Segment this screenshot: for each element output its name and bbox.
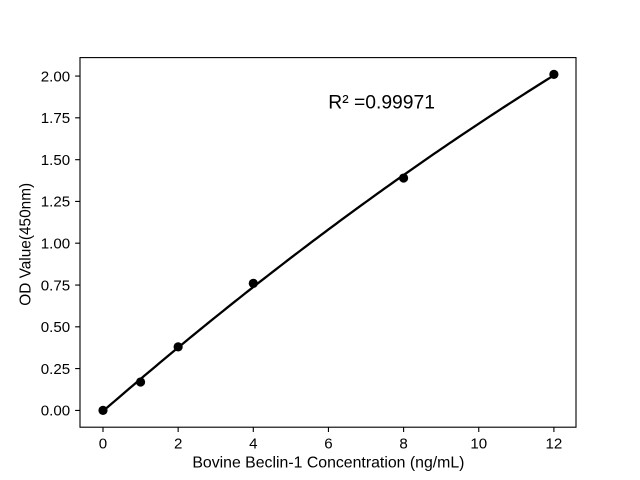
svg-text:OD Value(450nm): OD Value(450nm) <box>18 183 35 306</box>
svg-text:0: 0 <box>99 436 107 453</box>
svg-text:0.75: 0.75 <box>41 277 70 294</box>
svg-text:0.50: 0.50 <box>41 319 70 336</box>
svg-text:2: 2 <box>174 436 182 453</box>
svg-text:1.00: 1.00 <box>41 236 70 253</box>
svg-text:1.25: 1.25 <box>41 194 70 211</box>
svg-text:10: 10 <box>470 436 487 453</box>
svg-text:6: 6 <box>324 436 332 453</box>
svg-text:Bovine Beclin-1 Concentration: Bovine Beclin-1 Concentration (ng/mL) <box>192 454 464 471</box>
svg-text:0.25: 0.25 <box>41 361 70 378</box>
svg-text:2.00: 2.00 <box>41 68 70 85</box>
svg-text:1.75: 1.75 <box>41 110 70 127</box>
svg-text:4: 4 <box>249 436 257 453</box>
svg-text:8: 8 <box>399 436 407 453</box>
svg-text:R² =0.99971: R² =0.99971 <box>328 93 435 114</box>
svg-text:12: 12 <box>546 436 563 453</box>
svg-text:1.50: 1.50 <box>41 152 70 169</box>
svg-text:0.00: 0.00 <box>41 403 70 420</box>
